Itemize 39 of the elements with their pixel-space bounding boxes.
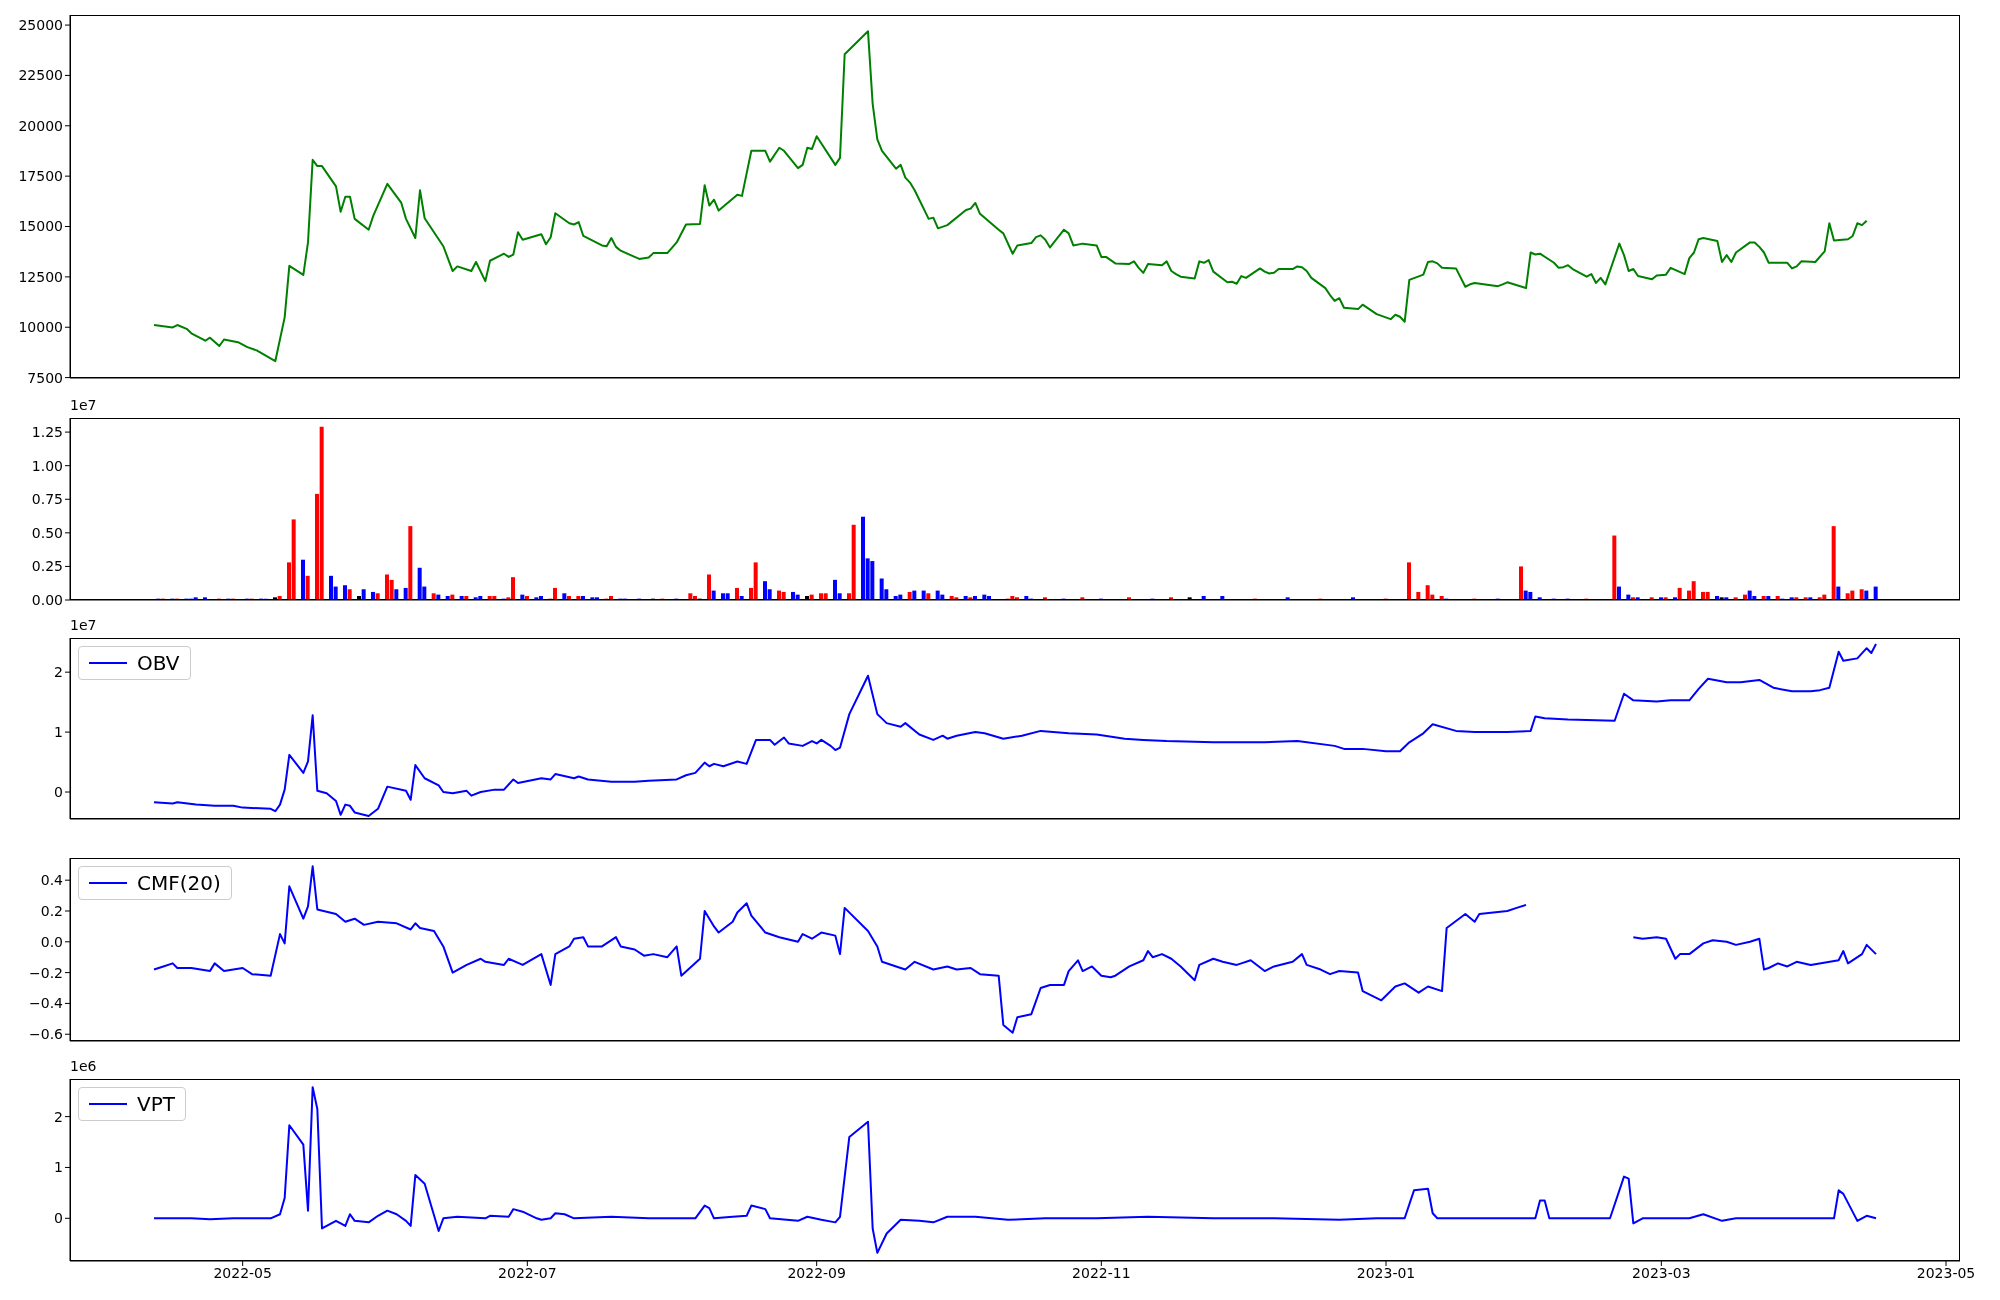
y-tick-label: 22500 — [18, 67, 63, 84]
y-tick-label: 2 — [54, 664, 63, 681]
legend-label: CMF(20) — [137, 871, 221, 895]
y-tick-label: −0.6 — [29, 1026, 64, 1043]
y-tick-label: 7500 — [27, 369, 63, 386]
text: 1e7 — [70, 397, 97, 413]
y-tick-label: 0 — [54, 784, 63, 800]
y-tick-label: 0.75 — [31, 491, 63, 508]
y-tick-label: 0 — [54, 1210, 63, 1227]
x-tick-label: 2022-05 — [213, 1264, 272, 1281]
x-tick-label: 2022-11 — [1072, 1264, 1131, 1281]
x-tick-label: 2022-07 — [498, 1264, 557, 1281]
y-tick-label: 25000 — [18, 17, 63, 34]
x-tick-label: 2022-09 — [787, 1264, 846, 1281]
y-tick-label: 0.00 — [31, 591, 63, 608]
legend-label: VPT — [137, 1092, 175, 1116]
y-tick-label: 12500 — [18, 268, 63, 285]
y-tick-label: 1 — [54, 724, 63, 741]
y-tick-label: 10000 — [18, 319, 63, 336]
y-tick-label: 20000 — [18, 117, 63, 134]
x-tick-label: 2023-03 — [1632, 1264, 1691, 1281]
text: 1e7 — [70, 617, 97, 633]
y-tick-label: −0.2 — [29, 964, 63, 981]
x-tick-label: 2023-01 — [1356, 1264, 1416, 1281]
y-tick-label: −0.4 — [29, 995, 64, 1012]
y-tick-label: 0.4 — [40, 872, 64, 889]
y-tick-label: 0.25 — [31, 558, 63, 575]
x-tick-label: 2023-05 — [1916, 1264, 1976, 1281]
y-tick-label: 0.0 — [40, 933, 63, 950]
y-tick-label: 1.00 — [31, 457, 63, 474]
text: 1e6 — [70, 1058, 97, 1074]
y-tick-label: 0.2 — [40, 902, 63, 919]
y-tick-label: 2 — [54, 1108, 63, 1125]
y-tick-label: 1 — [54, 1159, 63, 1176]
y-tick-label: 1.25 — [31, 424, 63, 441]
legend-label: OBV — [137, 651, 180, 675]
y-tick-label: 15000 — [18, 218, 63, 235]
y-tick-label: 0.50 — [31, 524, 63, 541]
y-tick-label: 17500 — [18, 168, 63, 185]
